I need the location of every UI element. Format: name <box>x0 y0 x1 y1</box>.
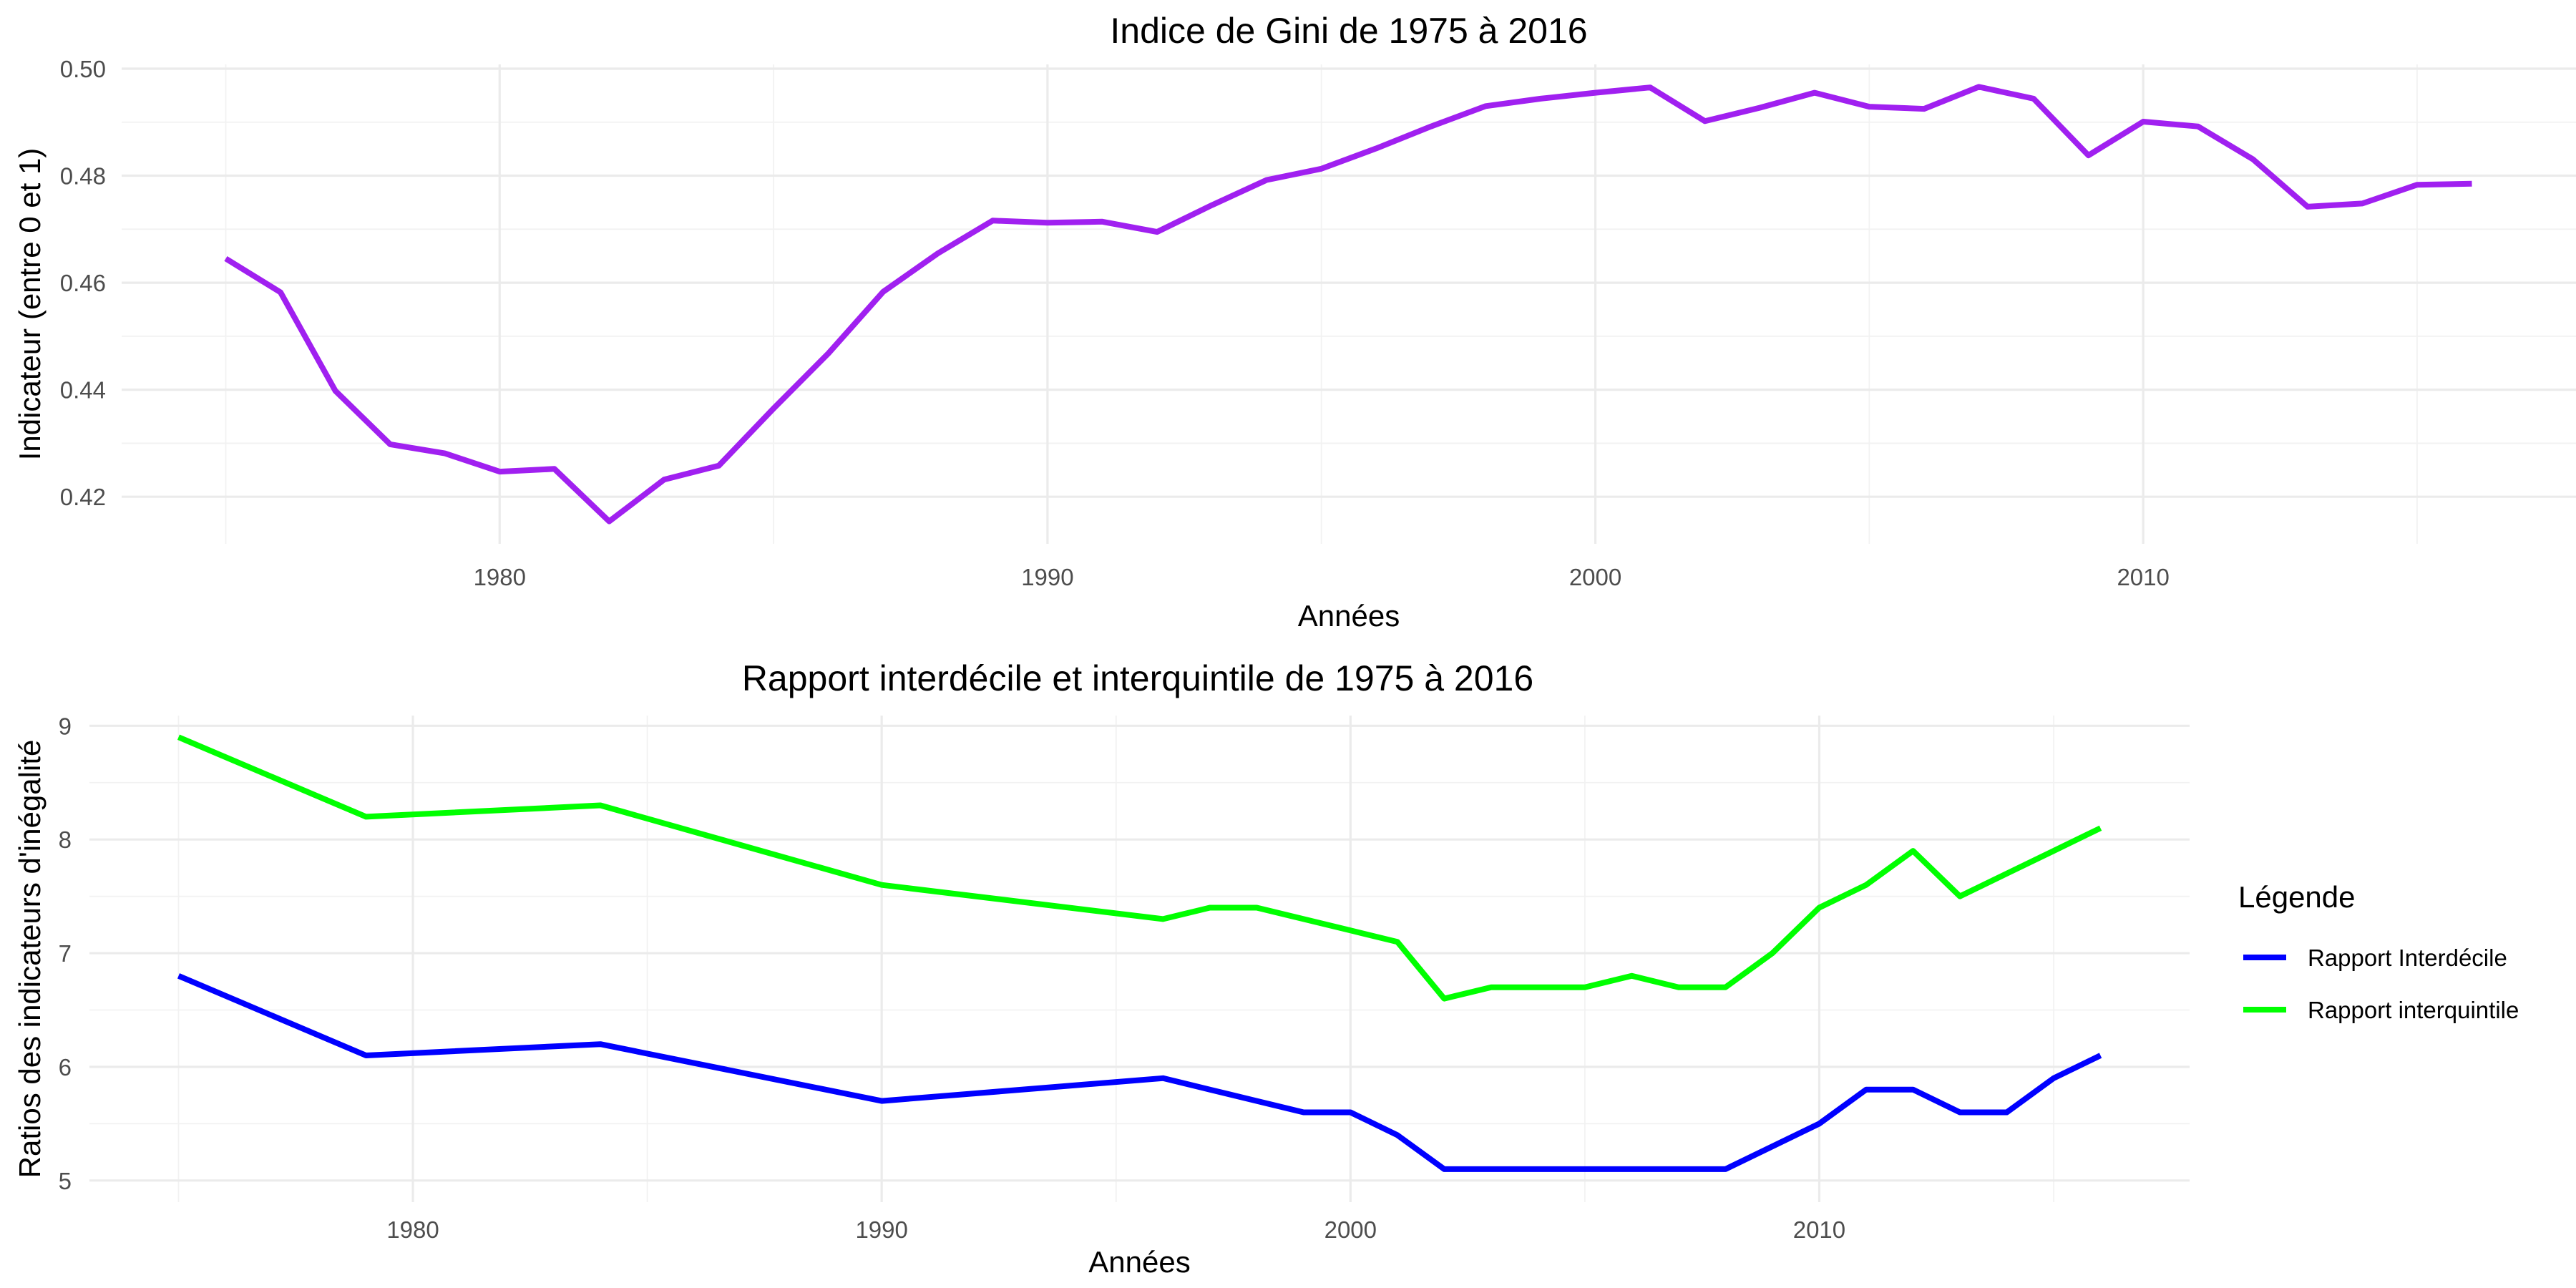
y-tick-label: 0.48 <box>60 163 106 190</box>
y-tick-label: 0.42 <box>60 484 106 510</box>
y-tick-label: 8 <box>59 826 72 853</box>
x-tick-label: 2010 <box>2117 564 2169 590</box>
y-tick-label: 0.50 <box>60 56 106 82</box>
x-axis-title: Années <box>1298 599 1400 633</box>
x-tick-label: 2010 <box>1793 1216 1845 1243</box>
x-tick-label: 1990 <box>1021 564 1073 590</box>
legend-title: Légende <box>2238 880 2356 914</box>
y-tick-label: 6 <box>59 1054 72 1080</box>
y-tick-label: 9 <box>59 713 72 739</box>
x-tick-label: 1980 <box>386 1216 439 1243</box>
y-tick-label: 0.44 <box>60 377 106 404</box>
series-line-rapport-interd-cile <box>177 973 2102 1172</box>
x-tick-label: 1990 <box>855 1216 907 1243</box>
legend-label: Rapport Interdécile <box>2308 945 2507 971</box>
y-tick-label: 0.46 <box>60 270 106 296</box>
x-tick-label: 2000 <box>1324 1216 1377 1243</box>
series-line-rapport-interquintile <box>177 734 2102 1002</box>
x-axis-title: Années <box>1088 1245 1190 1279</box>
y-tick-label: 5 <box>59 1168 72 1194</box>
x-tick-label: 2000 <box>1569 564 1621 590</box>
chart-title: Rapport interdécile et interquintile de … <box>742 658 1533 698</box>
legend-label: Rapport interquintile <box>2308 997 2519 1023</box>
series-line-gini <box>224 84 2472 525</box>
gini-panel: 1980 1990 2000 2010 0.42 0.44 0.46 0.48 0.50 Indi… <box>13 11 2576 633</box>
ratio-panel: 1980 1990 2000 2010 5 6 7 8 9 Rapport interdécile… <box>13 658 2519 1279</box>
y-tick-label: 7 <box>59 940 72 967</box>
x-tick-label: 1980 <box>474 564 526 590</box>
y-axis-title: Ratios des indicateurs d'inégalité <box>13 740 47 1179</box>
y-axis-title: Indicateur (entre 0 et 1) <box>13 148 47 461</box>
chart-title: Indice de Gini de 1975 à 2016 <box>1110 11 1587 51</box>
